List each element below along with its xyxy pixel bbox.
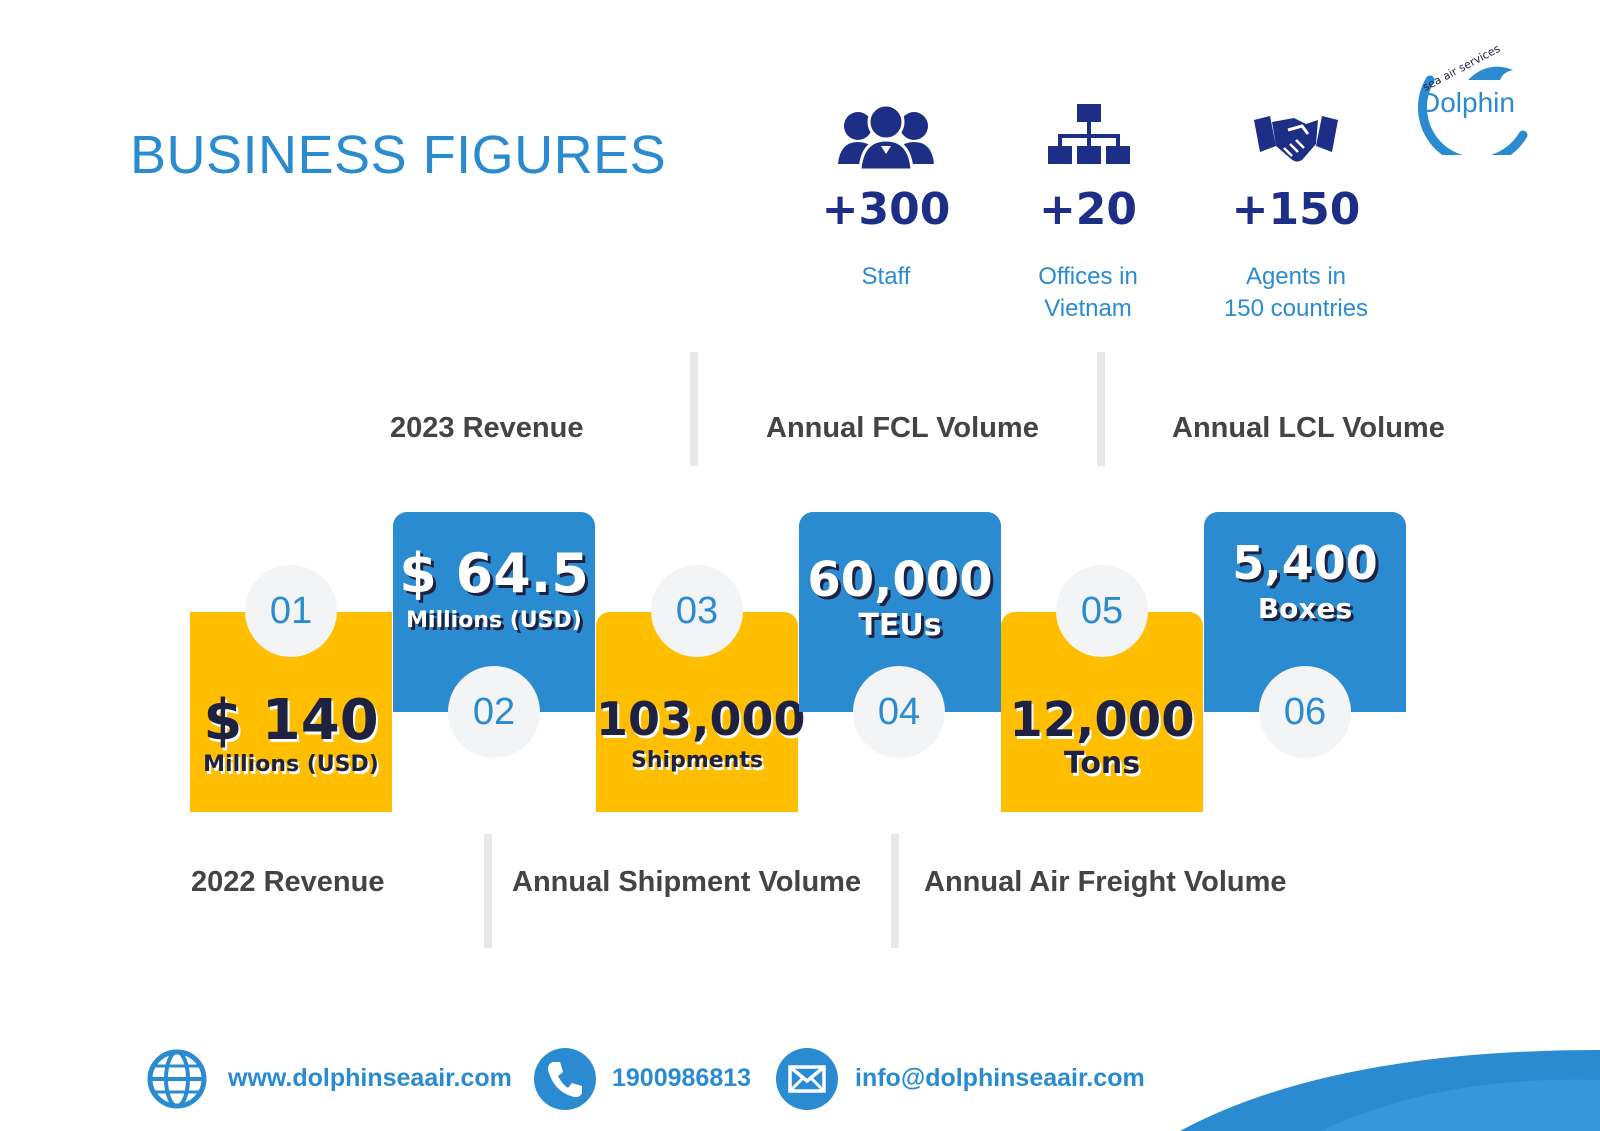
divider — [690, 352, 698, 466]
figure-value: 12,000 — [1009, 692, 1195, 748]
figure-unit: TEUs — [858, 608, 942, 643]
decorative-wave — [1180, 1050, 1600, 1131]
figure-value: $ 140 — [203, 688, 379, 753]
figure-value: 60,000 — [807, 552, 993, 608]
caption-2022-revenue: 2022 Revenue — [191, 866, 385, 898]
caption-air-freight-volume: Annual Air Freight Volume — [924, 866, 1287, 898]
stat-staff: +300 Staff — [786, 102, 986, 293]
figure-block-03: 103,000 Shipments — [596, 612, 806, 812]
figure-unit: Shipments — [631, 748, 763, 773]
website-link[interactable]: www.dolphinseaair.com — [228, 1064, 512, 1092]
globe-icon — [146, 1048, 208, 1110]
divider — [891, 834, 899, 948]
figure-block-02: $ 64.5 Millions (USD) — [393, 512, 595, 712]
figure-value: 103,000 — [596, 692, 806, 746]
org-chart-icon — [1048, 104, 1130, 164]
page-title: BUSINESS FIGURES — [130, 125, 667, 185]
index-badge: 02 — [448, 666, 540, 758]
stat-value: +20 — [1038, 184, 1138, 235]
stat-label: Offices in Vietnam — [1038, 263, 1138, 322]
phone-icon — [534, 1048, 596, 1110]
svg-text:Dolphin: Dolphin — [1420, 87, 1515, 118]
stat-value: +300 — [821, 184, 951, 235]
stat-offices: +20 Offices in Vietnam — [988, 102, 1188, 325]
figure-block-05: 12,000 Tons — [1001, 612, 1203, 812]
index-badge: 03 — [651, 565, 743, 657]
figure-unit: Boxes — [1257, 592, 1353, 625]
handshake-icon — [1254, 116, 1338, 162]
index-badge: 04 — [853, 666, 945, 758]
caption-2023-revenue: 2023 Revenue — [390, 412, 584, 444]
staff-group-icon — [838, 103, 934, 172]
phone-number[interactable]: 1900986813 — [612, 1064, 752, 1092]
index-badge: 06 — [1259, 666, 1351, 758]
dolphin-logo: sea air services Dolphin — [1417, 42, 1528, 155]
caption-fcl-volume: Annual FCL Volume — [766, 412, 1039, 444]
divider — [484, 834, 492, 948]
stat-value: +150 — [1231, 184, 1361, 235]
caption-shipment-volume: Annual Shipment Volume — [512, 866, 862, 898]
divider — [1097, 352, 1105, 466]
figure-unit: Tons — [1063, 746, 1141, 781]
stat-label: Staff — [861, 263, 911, 290]
figure-unit: Millions (USD) — [203, 752, 379, 777]
mail-icon — [776, 1048, 838, 1110]
stat-agents: +150 Agents in 150 countries — [1196, 102, 1396, 325]
index-badge: 01 — [245, 565, 337, 657]
figure-block-06: 5,400 Boxes — [1204, 512, 1406, 712]
stat-label: Agents in 150 countries — [1223, 263, 1369, 322]
figure-value: $ 64.5 — [399, 542, 589, 605]
figure-value: 5,400 — [1232, 536, 1378, 590]
index-badge: 05 — [1056, 565, 1148, 657]
caption-lcl-volume: Annual LCL Volume — [1172, 412, 1445, 444]
email-link[interactable]: info@dolphinseaair.com — [855, 1064, 1145, 1092]
figure-unit: Millions (USD) — [406, 608, 582, 633]
